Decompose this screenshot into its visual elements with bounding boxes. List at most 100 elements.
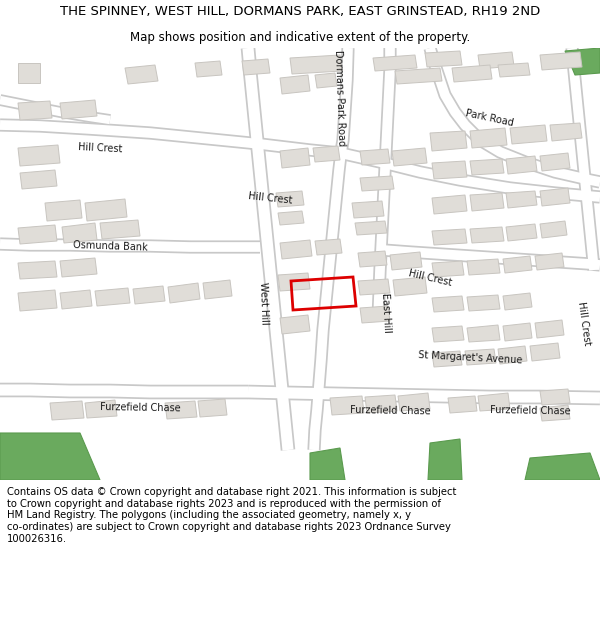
Polygon shape	[62, 223, 97, 243]
Polygon shape	[280, 148, 310, 168]
Polygon shape	[452, 65, 492, 82]
Polygon shape	[358, 251, 387, 267]
Text: St Margaret's Avenue: St Margaret's Avenue	[418, 350, 523, 366]
Polygon shape	[18, 145, 60, 166]
Polygon shape	[18, 290, 57, 311]
Polygon shape	[18, 225, 57, 244]
Polygon shape	[506, 224, 537, 241]
Polygon shape	[498, 63, 530, 77]
Polygon shape	[432, 261, 464, 277]
Polygon shape	[478, 393, 510, 411]
Polygon shape	[330, 396, 364, 415]
Polygon shape	[506, 191, 537, 208]
Polygon shape	[432, 161, 467, 179]
Polygon shape	[470, 227, 504, 243]
Text: Park Road: Park Road	[465, 108, 515, 128]
Text: West Hill: West Hill	[258, 281, 270, 324]
Polygon shape	[540, 221, 567, 238]
Polygon shape	[100, 220, 140, 239]
Text: THE SPINNEY, WEST HILL, DORMANS PARK, EAST GRINSTEAD, RH19 2ND: THE SPINNEY, WEST HILL, DORMANS PARK, EA…	[60, 6, 540, 19]
Polygon shape	[315, 239, 342, 255]
Text: East Hill: East Hill	[380, 293, 392, 333]
Polygon shape	[510, 125, 547, 144]
Polygon shape	[50, 401, 84, 420]
Polygon shape	[365, 395, 397, 413]
Polygon shape	[280, 75, 310, 94]
Polygon shape	[506, 156, 537, 174]
Polygon shape	[165, 401, 197, 419]
Polygon shape	[535, 320, 564, 338]
Polygon shape	[467, 259, 500, 275]
Polygon shape	[565, 48, 600, 75]
Polygon shape	[276, 191, 304, 207]
Polygon shape	[85, 199, 127, 221]
Polygon shape	[280, 315, 310, 334]
Polygon shape	[360, 306, 390, 323]
Polygon shape	[133, 286, 165, 304]
Polygon shape	[425, 51, 462, 67]
Polygon shape	[278, 273, 310, 291]
Polygon shape	[470, 159, 504, 175]
Polygon shape	[503, 323, 532, 341]
Polygon shape	[503, 256, 532, 273]
Polygon shape	[85, 400, 117, 418]
Polygon shape	[432, 351, 462, 367]
Polygon shape	[60, 258, 97, 277]
Polygon shape	[195, 61, 222, 77]
Text: Furzefield Chase: Furzefield Chase	[100, 402, 181, 414]
Text: Hill Crest: Hill Crest	[407, 268, 452, 288]
Polygon shape	[203, 280, 232, 299]
Polygon shape	[432, 326, 464, 342]
Polygon shape	[168, 283, 200, 303]
Polygon shape	[125, 65, 158, 84]
Polygon shape	[95, 288, 130, 306]
Polygon shape	[393, 277, 427, 296]
Polygon shape	[360, 149, 390, 165]
Polygon shape	[540, 153, 570, 171]
Text: Furzefield Chase: Furzefield Chase	[350, 405, 430, 417]
Text: Contains OS data © Crown copyright and database right 2021. This information is : Contains OS data © Crown copyright and d…	[7, 488, 457, 544]
Polygon shape	[392, 148, 427, 166]
Polygon shape	[0, 433, 100, 480]
Polygon shape	[540, 405, 570, 421]
Polygon shape	[467, 325, 500, 342]
Text: Hill Crest: Hill Crest	[576, 301, 592, 346]
Text: Furzefield Chase: Furzefield Chase	[490, 405, 571, 417]
Polygon shape	[530, 343, 560, 361]
Polygon shape	[242, 59, 270, 75]
Polygon shape	[540, 188, 570, 206]
Polygon shape	[550, 123, 582, 141]
Polygon shape	[358, 279, 390, 295]
Polygon shape	[352, 201, 384, 218]
Polygon shape	[525, 453, 600, 480]
Polygon shape	[432, 195, 467, 214]
Polygon shape	[355, 221, 387, 235]
Text: Osmunda Bank: Osmunda Bank	[73, 240, 148, 252]
Polygon shape	[470, 128, 507, 148]
Polygon shape	[430, 131, 467, 151]
Polygon shape	[373, 55, 417, 71]
Polygon shape	[540, 52, 582, 70]
Polygon shape	[535, 253, 564, 270]
Polygon shape	[18, 101, 52, 120]
Polygon shape	[18, 63, 40, 83]
Polygon shape	[395, 68, 442, 84]
Text: Hill Crest: Hill Crest	[77, 142, 122, 154]
Polygon shape	[315, 73, 337, 88]
Polygon shape	[448, 396, 477, 413]
Polygon shape	[280, 240, 312, 259]
Polygon shape	[432, 229, 467, 245]
Polygon shape	[60, 100, 97, 119]
Polygon shape	[498, 346, 527, 364]
Polygon shape	[20, 170, 57, 189]
Polygon shape	[428, 439, 462, 480]
Polygon shape	[465, 349, 496, 365]
Polygon shape	[313, 146, 340, 162]
Polygon shape	[18, 261, 57, 279]
Polygon shape	[470, 193, 504, 211]
Polygon shape	[60, 290, 92, 309]
Polygon shape	[398, 393, 430, 411]
Polygon shape	[478, 52, 514, 69]
Polygon shape	[432, 296, 464, 312]
Polygon shape	[467, 295, 500, 311]
